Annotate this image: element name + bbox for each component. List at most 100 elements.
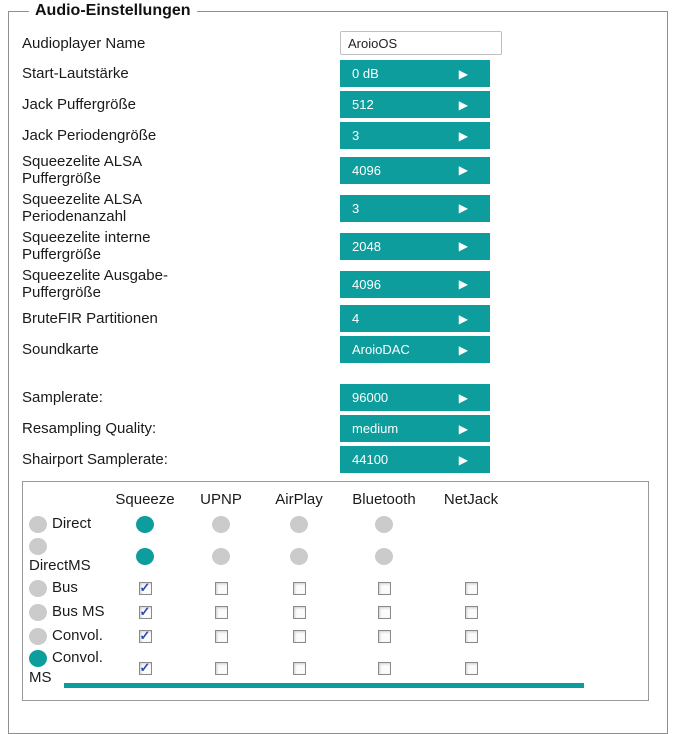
mode-radio-bus[interactable] (29, 579, 47, 597)
dropdown-value: medium (352, 421, 399, 436)
mode-radio-direct[interactable] (29, 515, 47, 533)
matrix-row-label-cell: Bus MS (23, 602, 111, 622)
matrix-cell-squeeze-convol-ms: ✓ (111, 660, 179, 677)
dropdown-value: 44100 (352, 452, 389, 467)
mode-radio-convol[interactable] (29, 627, 47, 645)
dropdown-arrow-icon: ▶ (458, 452, 468, 467)
matrix-cell-squeeze-bus: ✓ (111, 580, 179, 597)
start-volume-dropdown[interactable]: 0 dB ▶ (340, 60, 490, 87)
squeezelite-alsa-buffer-dropdown[interactable]: 4096 ▶ (340, 156, 490, 184)
bluetooth-direct-radio[interactable] (375, 515, 393, 533)
brutefir-partitions-label: BruteFIR Partitionen (22, 310, 340, 327)
matrix-row-label-cell: Convol. (23, 626, 111, 646)
matrix-cell-airplay-bus (263, 580, 335, 597)
brutefir-partitions-dropdown[interactable]: 4 ▶ (340, 305, 490, 332)
squeeze-bus-checkbox[interactable]: ✓ (138, 581, 152, 596)
squeeze-directms-radio[interactable] (136, 547, 154, 565)
setting-row-squeezelite-alsa-periods: Squeezelite ALSA Periodenanzahl 3 ▶ (22, 191, 667, 225)
airplay-bus-ms-checkbox[interactable] (292, 606, 306, 620)
upnp-bus-checkbox[interactable] (214, 582, 228, 596)
mode-label-text: Convol. MS (29, 649, 103, 686)
mode-radio-directms[interactable] (29, 537, 47, 555)
mode-label-text: Bus (52, 579, 78, 596)
matrix-cell-upnp-bus (179, 580, 263, 597)
setting-row-audioplayer-name: Audioplayer Name (22, 30, 667, 56)
matrix-header-netjack: NetJack (443, 491, 499, 508)
airplay-convol-ms-checkbox[interactable] (292, 662, 306, 676)
setting-row-shairport-samplerate: Shairport Samplerate: 44100 ▶ (22, 446, 667, 473)
netjack-bus-ms-checkbox[interactable] (464, 606, 478, 620)
matrix-cell-netjack-convol-ms (433, 660, 509, 677)
setting-row-squeezelite-internal-buffer: Squeezelite interne Puffergröße 2048 ▶ (22, 229, 667, 263)
samplerate-dropdown[interactable]: 96000 ▶ (340, 384, 490, 411)
matrix-cell-airplay-direct (263, 515, 335, 533)
netjack-convol-ms-checkbox[interactable] (464, 662, 478, 676)
matrix-header-upnp: UPNP (200, 491, 242, 508)
matrix-row-label-cell: Convol. MS (23, 648, 111, 688)
airplay-directms-radio[interactable] (290, 547, 308, 565)
upnp-convol-checkbox[interactable] (214, 630, 228, 644)
netjack-bus-checkbox[interactable] (464, 582, 478, 596)
bottom-cutoff-bar (64, 683, 584, 688)
dropdown-value: 512 (352, 97, 374, 112)
matrix-cell-netjack-bus-ms (433, 604, 509, 621)
dropdown-value: 2048 (352, 238, 381, 254)
setting-label-text: Audioplayer Name (22, 34, 146, 52)
mode-radio-convol-ms[interactable] (29, 649, 47, 667)
dropdown-arrow-icon: ▶ (458, 421, 468, 436)
jack-buffer-size-dropdown[interactable]: 512 ▶ (340, 91, 490, 118)
matrix-row-label-cell: DirectMS (23, 536, 111, 576)
matrix-cell-bluetooth-directms (335, 547, 433, 565)
dropdown-arrow-icon: ▶ (458, 163, 468, 177)
matrix-row-convol-ms: Convol. MS ✓ (23, 648, 648, 688)
matrix-header-row: Squeeze UPNP AirPlay Bluetooth NetJack (23, 487, 648, 512)
bluetooth-bus-checkbox[interactable] (377, 582, 391, 596)
netjack-convol-checkbox[interactable] (464, 630, 478, 644)
matrix-header-squeeze: Squeeze (115, 491, 175, 508)
squeezelite-alsa-buffer-label: Squeezelite ALSA Puffergröße (22, 153, 340, 187)
dropdown-value: 4 (352, 311, 360, 326)
airplay-convol-checkbox[interactable] (292, 630, 306, 644)
shairport-samplerate-dropdown[interactable]: 44100 ▶ (340, 446, 490, 473)
mode-label-text: Bus MS (52, 603, 105, 620)
airplay-bus-checkbox[interactable] (292, 582, 306, 596)
mode-radio-bus-ms[interactable] (29, 603, 47, 621)
setting-row-squeezelite-output-buffer: Squeezelite Ausgabe-Puffergröße 4096 ▶ (22, 267, 667, 301)
squeeze-direct-radio[interactable] (136, 515, 154, 533)
matrix-cell-airplay-directms (263, 547, 335, 565)
panel-title: Audio-Einstellungen (35, 2, 191, 19)
setting-row-samplerate: Samplerate: 96000 ▶ (22, 384, 667, 411)
matrix-cell-bluetooth-convol (335, 628, 433, 645)
bluetooth-convol-checkbox[interactable] (377, 630, 391, 644)
soundcard-dropdown[interactable]: AroioDAC ▶ (340, 336, 490, 363)
bluetooth-bus-ms-checkbox[interactable] (377, 606, 391, 620)
matrix-cell-bluetooth-convol-ms (335, 660, 433, 677)
bluetooth-directms-radio[interactable] (375, 547, 393, 565)
upnp-directms-radio[interactable] (212, 547, 230, 565)
upnp-bus-ms-checkbox[interactable] (214, 606, 228, 620)
matrix-row-label-cell: Direct (23, 514, 111, 534)
squeezelite-internal-buffer-label: Squeezelite interne Puffergröße (22, 229, 340, 263)
jack-period-size-dropdown[interactable]: 3 ▶ (340, 122, 490, 149)
squeezelite-alsa-periods-dropdown[interactable]: 3 ▶ (340, 194, 490, 222)
squeeze-convol-ms-checkbox[interactable]: ✓ (138, 661, 152, 676)
dropdown-arrow-icon: ▶ (458, 239, 468, 253)
setting-label-text: Squeezelite ALSA Puffergröße (22, 153, 142, 187)
squeeze-bus-ms-checkbox[interactable]: ✓ (138, 605, 152, 620)
dropdown-value: 4096 (352, 276, 381, 292)
resampling-quality-dropdown[interactable]: medium ▶ (340, 415, 490, 442)
setting-label-text: Squeezelite Ausgabe-Puffergröße (22, 267, 168, 301)
bluetooth-convol-ms-checkbox[interactable] (377, 662, 391, 676)
matrix-cell-bluetooth-bus (335, 580, 433, 597)
squeezelite-output-buffer-dropdown[interactable]: 4096 ▶ (340, 270, 490, 298)
squeeze-convol-checkbox[interactable]: ✓ (138, 629, 152, 644)
matrix-cell-squeeze-convol: ✓ (111, 628, 179, 645)
start-volume-label: Start-Lautstärke (22, 65, 340, 82)
audioplayer-name-input[interactable] (340, 31, 502, 55)
airplay-direct-radio[interactable] (290, 515, 308, 533)
upnp-convol-ms-checkbox[interactable] (214, 662, 228, 676)
dropdown-arrow-icon: ▶ (458, 97, 468, 112)
squeezelite-internal-buffer-dropdown[interactable]: 2048 ▶ (340, 232, 490, 260)
upnp-direct-radio[interactable] (212, 515, 230, 533)
dropdown-value: 3 (352, 128, 360, 143)
